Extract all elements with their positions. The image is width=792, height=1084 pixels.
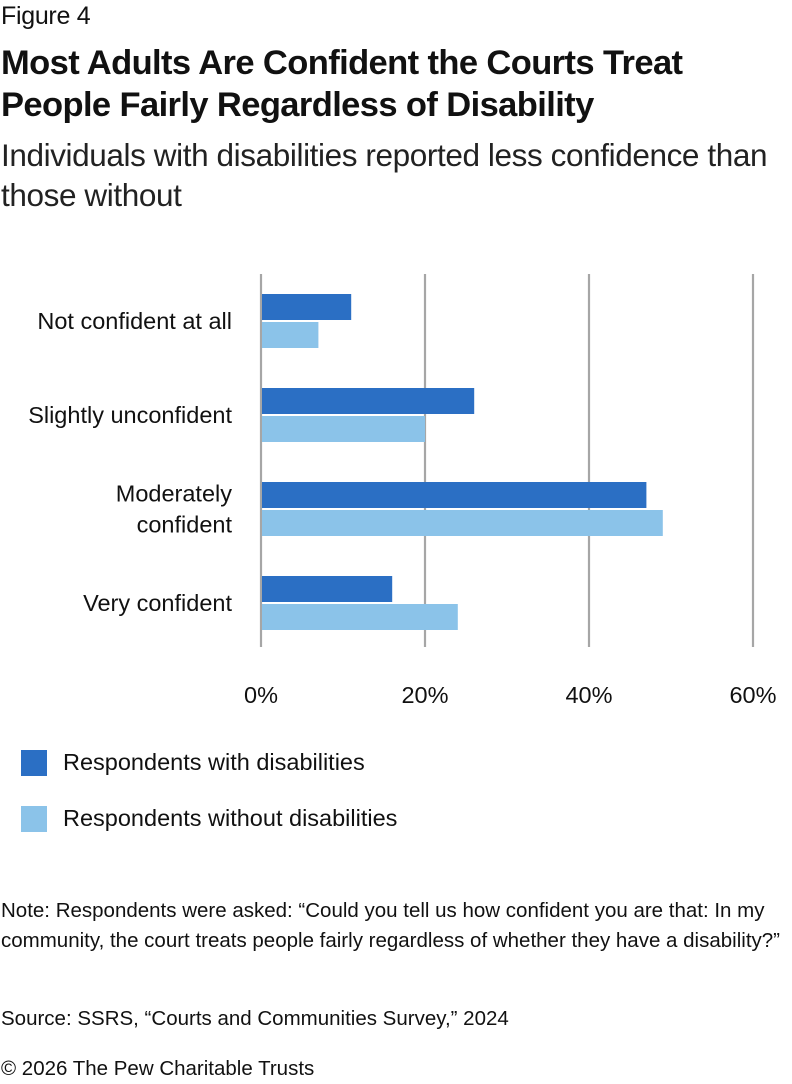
chart-subtitle: Individuals with disabilities reported l… — [1, 137, 768, 213]
x-tick-label: 40% — [565, 682, 612, 708]
x-tick-label: 0% — [244, 682, 278, 708]
category-label: confident — [137, 512, 233, 538]
bar-with-disabilities-2 — [262, 482, 647, 508]
copyright-text: © 2026 The Pew Charitable Trusts — [1, 1057, 315, 1080]
legend-swatch-with-disabilities — [21, 750, 47, 776]
bar-with-disabilities-0 — [262, 294, 352, 320]
category-label: Slightly unconfident — [28, 402, 232, 428]
x-tick-labels: 0% 20% 40% 60% — [244, 682, 777, 708]
x-tick-label: 20% — [401, 682, 448, 708]
legend-item-with-disabilities: Respondents with disabilities — [21, 745, 397, 801]
bar-without-disabilities-2 — [262, 510, 663, 536]
bar-with-disabilities-3 — [262, 576, 393, 602]
x-tick-label: 60% — [729, 682, 776, 708]
bar-with-disabilities-1 — [262, 388, 475, 414]
legend-label: Respondents without disabilities — [63, 805, 398, 831]
legend-label: Respondents with disabilities — [63, 749, 365, 775]
legend-item-without-disabilities: Respondents without disabilities — [21, 801, 397, 857]
bar-without-disabilities-3 — [262, 604, 458, 630]
chart-title: Most Adults Are Confident the Courts Tre… — [1, 44, 683, 124]
category-label: Not confident at all — [37, 308, 232, 334]
category-label: Moderately — [116, 481, 232, 507]
bar-chart: Not confident at all Slightly unconfident… — [28, 274, 777, 708]
legend-swatch-without-disabilities — [21, 806, 47, 832]
figure-label: Figure 4 — [1, 2, 91, 30]
category-label: Very confident — [83, 590, 232, 616]
note-text: Note: Respondents were asked: “Could you… — [1, 899, 780, 952]
source-text: Source: SSRS, “Courts and Communities Su… — [1, 1007, 509, 1030]
bar-without-disabilities-1 — [262, 416, 425, 442]
bar-without-disabilities-0 — [262, 322, 319, 348]
category-labels: Not confident at all Slightly unconfident… — [28, 308, 232, 616]
bars — [262, 294, 663, 630]
gridlines — [259, 274, 755, 647]
legend: Respondents with disabilities Respondent… — [21, 745, 397, 857]
